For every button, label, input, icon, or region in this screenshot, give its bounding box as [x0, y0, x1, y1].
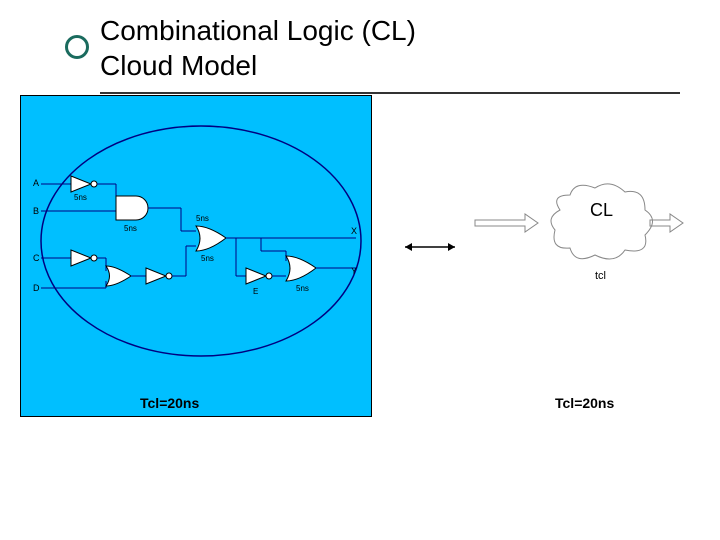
delay-e: E: [253, 287, 258, 296]
equivalence-arrow: [400, 237, 460, 257]
title-bullet: [65, 35, 89, 59]
cloud-diagram: [470, 170, 690, 310]
or-gate-3: [286, 256, 316, 281]
circuit-svg: A B C D 5ns 5ns: [21, 96, 371, 416]
cloud-output-arrow: [650, 214, 683, 232]
title-underline: [100, 92, 680, 94]
cloud-shape: [551, 184, 653, 259]
output-x: X: [351, 226, 357, 236]
circuit-diagram: A B C D 5ns 5ns: [20, 95, 372, 417]
delay-4: 5ns: [196, 214, 209, 223]
tcl-cloud-label: tcl: [595, 270, 606, 282]
title-line2: Cloud Model: [100, 50, 257, 82]
tcl-left-caption: Tcl=20ns: [140, 395, 199, 411]
delay-3: 5ns: [201, 254, 214, 263]
delay-2: 5ns: [124, 224, 137, 233]
cloud-input-arrow: [475, 214, 538, 232]
input-a: A: [33, 178, 39, 188]
tcl-right-caption: Tcl=20ns: [555, 395, 614, 411]
or-gate-1: [106, 266, 131, 286]
input-b: B: [33, 206, 39, 216]
or-gate-2: [196, 226, 226, 251]
delay-5: 5ns: [296, 284, 309, 293]
not-gate-3: [146, 268, 166, 284]
not-gate-e: [246, 268, 266, 284]
cl-label: CL: [590, 200, 613, 221]
not-gate-1: [71, 176, 91, 192]
delay-1: 5ns: [74, 193, 87, 202]
and-gate: [116, 196, 148, 220]
input-c: C: [33, 253, 40, 263]
output-y: Y: [351, 266, 357, 276]
not-gate-2: [71, 250, 91, 266]
title-line1: Combinational Logic (CL): [100, 15, 416, 47]
input-d: D: [33, 283, 40, 293]
